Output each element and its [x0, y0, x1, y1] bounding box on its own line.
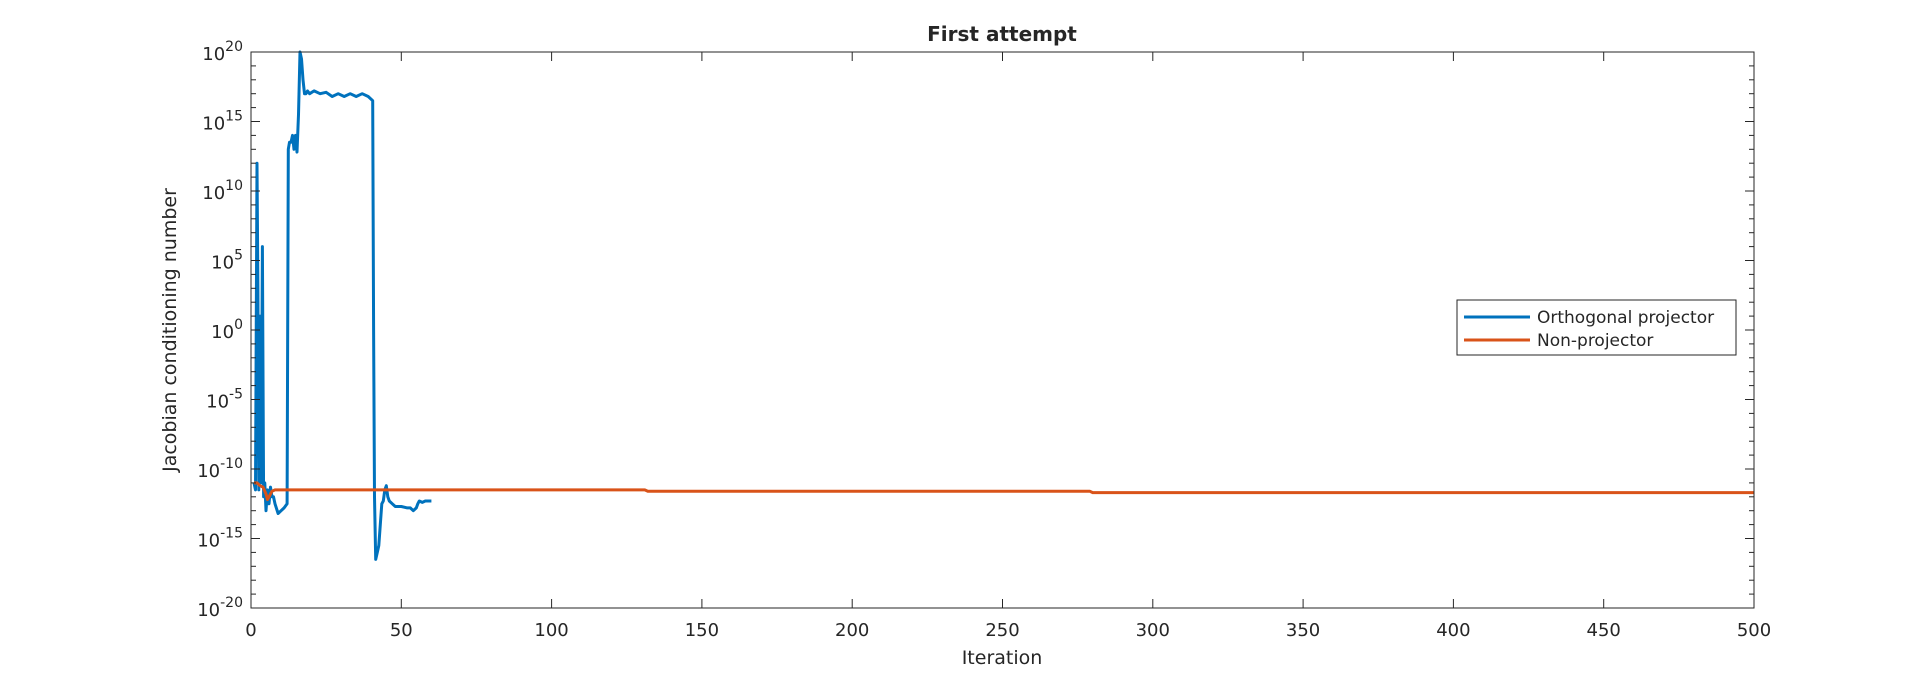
x-tick-label: 350 [1286, 620, 1320, 641]
x-tick-label: 50 [390, 620, 413, 641]
y-tick-label: 105 [211, 248, 243, 274]
x-tick-label: 0 [245, 620, 256, 641]
x-tick-label: 300 [1136, 620, 1170, 641]
y-tick-labels: 10-20 10-15 10-10 10-5 100 105 1010 1015 1020 [197, 39, 243, 621]
y-tick-label: 10-5 [206, 387, 243, 413]
series-line-orthogonal-projector [252, 50, 432, 561]
x-tick-label: 200 [835, 620, 869, 641]
x-tick-labels: 0 50 100 150 200 250 300 350 400 450 500 [245, 620, 1771, 641]
y-axis-label: Jacobian conditioning number [159, 188, 181, 473]
legend-box [1456, 299, 1737, 356]
x-tick-label: 150 [685, 620, 719, 641]
tick-layer [250, 51, 1755, 609]
y-tick-label: 10-10 [197, 456, 243, 482]
x-tick-label: 500 [1737, 620, 1771, 641]
x-tick-label: 250 [985, 620, 1019, 641]
x-tick-label: 400 [1436, 620, 1470, 641]
x-tick-label: 450 [1587, 620, 1621, 641]
series-layer [252, 50, 1754, 561]
chart-title: First attempt [927, 22, 1077, 46]
y-tick-label: 100 [211, 317, 243, 343]
series-line-non-projector [254, 481, 1754, 502]
legend-label-non-projector: Non-projector [1537, 331, 1653, 351]
y-tick-label: 1010 [202, 178, 243, 204]
x-axis-label: Iteration [962, 647, 1043, 669]
y-tick-label: 1015 [202, 109, 243, 135]
x-tick-label: 100 [534, 620, 568, 641]
y-tick-label: 1020 [202, 39, 243, 65]
y-tick-label: 10-15 [197, 526, 243, 552]
y-tick-label: 10-20 [197, 595, 243, 621]
legend: Orthogonal projector Non-projector [1456, 299, 1737, 356]
legend-label-orthogonal-projector: Orthogonal projector [1537, 308, 1714, 328]
